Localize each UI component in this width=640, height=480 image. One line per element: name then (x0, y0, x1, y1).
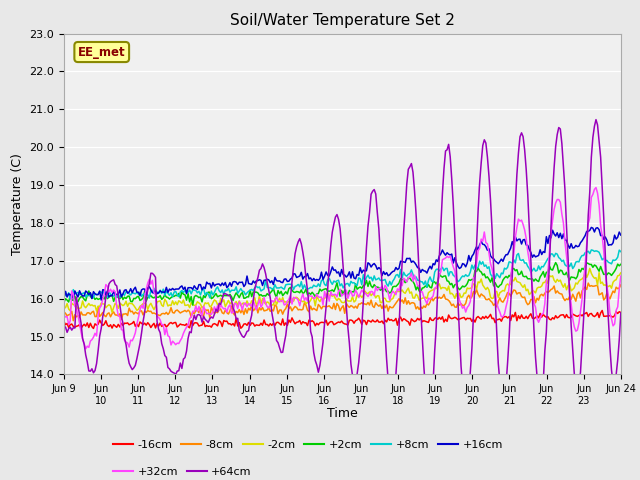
+2cm (552, 260, 559, 265)
-16cm (598, 308, 606, 313)
-2cm (108, 310, 116, 315)
+16cm (228, 283, 236, 289)
+64cm (592, 117, 600, 122)
-16cm (305, 317, 313, 323)
Title: Soil/Water Temperature Set 2: Soil/Water Temperature Set 2 (230, 13, 455, 28)
-2cm (228, 300, 236, 305)
+32cm (60, 312, 68, 318)
-2cm (305, 300, 313, 305)
Line: +2cm: +2cm (64, 263, 621, 305)
-16cm (77, 326, 85, 332)
-8cm (305, 309, 313, 315)
Line: -16cm: -16cm (64, 311, 621, 329)
Line: -2cm: -2cm (64, 268, 621, 312)
-16cm (617, 310, 625, 315)
-2cm (60, 305, 68, 311)
+8cm (617, 249, 625, 254)
-8cm (228, 303, 236, 309)
Line: +16cm: +16cm (64, 228, 621, 300)
+8cm (588, 247, 595, 253)
+32cm (255, 297, 263, 302)
-8cm (246, 307, 254, 313)
+32cm (592, 185, 600, 191)
-16cm (228, 322, 236, 328)
-8cm (589, 283, 596, 289)
-16cm (60, 319, 68, 324)
+32cm (130, 335, 138, 340)
+64cm (254, 275, 262, 280)
+2cm (255, 292, 263, 298)
-2cm (255, 293, 263, 299)
Line: +64cm: +64cm (64, 120, 621, 411)
+8cm (305, 286, 313, 291)
X-axis label: Time: Time (327, 407, 358, 420)
+16cm (130, 287, 138, 292)
+8cm (246, 288, 254, 293)
+32cm (82, 346, 90, 352)
-2cm (586, 265, 594, 271)
+16cm (588, 225, 595, 230)
+16cm (60, 295, 68, 300)
+2cm (129, 299, 136, 305)
Line: -8cm: -8cm (64, 283, 621, 321)
-2cm (589, 274, 596, 279)
+2cm (617, 262, 625, 267)
+8cm (228, 288, 236, 293)
Line: +8cm: +8cm (64, 250, 621, 299)
+2cm (246, 287, 254, 293)
-16cm (130, 319, 138, 324)
-2cm (130, 302, 138, 308)
+8cm (589, 248, 596, 253)
-2cm (246, 302, 254, 308)
-8cm (255, 305, 263, 311)
+64cm (303, 288, 311, 293)
-8cm (60, 309, 68, 315)
+8cm (130, 290, 138, 296)
Y-axis label: Temperature (C): Temperature (C) (11, 153, 24, 255)
+64cm (226, 293, 234, 299)
+2cm (589, 264, 596, 270)
Line: +32cm: +32cm (64, 188, 621, 349)
+16cm (589, 225, 596, 231)
-2cm (617, 270, 625, 276)
+2cm (189, 302, 196, 308)
+2cm (305, 290, 313, 296)
-8cm (584, 280, 592, 286)
+64cm (129, 367, 136, 372)
+16cm (97, 297, 105, 303)
+64cm (60, 323, 68, 329)
-8cm (70, 318, 77, 324)
+64cm (588, 155, 595, 160)
+32cm (617, 273, 625, 279)
-8cm (617, 282, 625, 288)
+32cm (246, 301, 254, 307)
+64cm (244, 328, 252, 334)
-8cm (130, 311, 138, 317)
+16cm (255, 277, 263, 283)
+16cm (305, 276, 313, 282)
+2cm (60, 300, 68, 305)
+32cm (588, 194, 595, 200)
-16cm (246, 323, 254, 328)
+64cm (426, 408, 434, 414)
Text: EE_met: EE_met (78, 46, 125, 59)
+8cm (255, 284, 263, 290)
+16cm (617, 232, 625, 238)
+2cm (228, 294, 236, 300)
-16cm (588, 311, 595, 316)
+32cm (305, 292, 313, 298)
+16cm (246, 281, 254, 287)
-16cm (255, 323, 263, 328)
+8cm (60, 293, 68, 299)
+8cm (67, 296, 74, 302)
+64cm (617, 310, 625, 316)
+32cm (228, 310, 236, 316)
